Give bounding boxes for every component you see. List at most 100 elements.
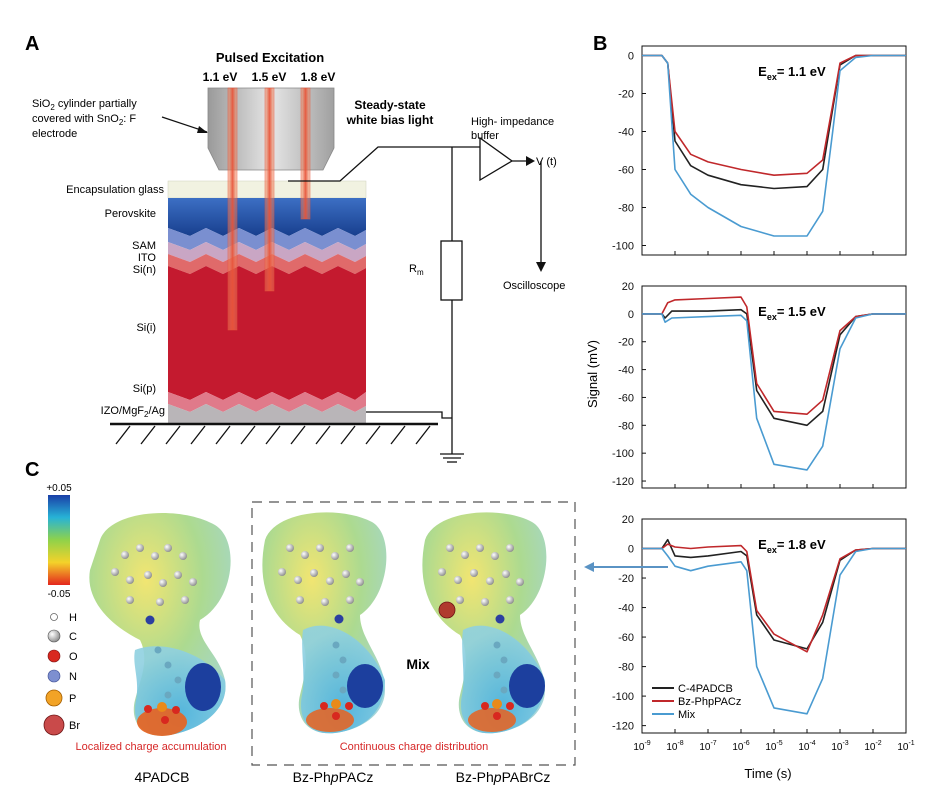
series-bz-phppacz xyxy=(642,54,906,176)
buffer-label: High- impedance xyxy=(471,116,554,128)
atom-o-label: O xyxy=(69,651,78,663)
series-bz-phppacz xyxy=(642,296,906,416)
legend: C-4PADCB Bz-PhpPACz Mix xyxy=(652,683,741,721)
atom-c-label: C xyxy=(69,631,77,643)
y-tick-label: 20 xyxy=(622,281,634,293)
colorbar-min: -0.05 xyxy=(48,589,71,600)
molecule-bzphppabrcz xyxy=(422,512,547,734)
bias-light-label-2: white bias light xyxy=(346,113,434,127)
y-tick-label: 20 xyxy=(622,514,634,526)
circuit xyxy=(288,136,542,463)
y-tick-label: -20 xyxy=(618,89,634,101)
panel-label-b: B xyxy=(593,33,607,55)
chart-title: Eex= 1.5 eV xyxy=(758,304,826,322)
cylinder-pointer-head xyxy=(197,126,208,133)
y-tick-label: -60 xyxy=(618,165,634,177)
series-mix xyxy=(642,54,906,237)
panel-a: A Pulsed Excitation 1.1 eV 1.5 eV 1.8 eV… xyxy=(25,33,565,463)
x-tick-label: 10-1 xyxy=(897,740,914,753)
ground-plane xyxy=(110,422,438,445)
x-tick-label: 10-8 xyxy=(666,740,683,753)
sio2-cylinder-label-3: electrode xyxy=(32,128,77,140)
x-tick-label: 10-5 xyxy=(765,740,782,753)
atom-legend: H C O N P Br xyxy=(43,612,80,736)
series-c-4padcb xyxy=(642,308,906,427)
y-tick-label: -40 xyxy=(618,603,634,615)
mix-group-box xyxy=(251,501,576,766)
atom-br-symbol xyxy=(43,714,65,736)
x-tick-label: 10-7 xyxy=(699,740,716,753)
layer-label-si-n: Si(n) xyxy=(133,264,156,276)
series-mix xyxy=(642,313,906,471)
molecule-4padcb xyxy=(89,513,231,736)
x-tick-label: 10-3 xyxy=(831,740,848,753)
y-tick-label: -40 xyxy=(618,127,634,139)
chart-title: Eex= 1.8 eV xyxy=(758,537,826,555)
y-tick-label: -20 xyxy=(618,573,634,585)
izo-mgf2-ag-layer xyxy=(168,404,366,424)
caption-localized: Localized charge accumulation xyxy=(75,741,226,753)
y-tick-label: -120 xyxy=(612,476,634,488)
sio2-cylinder-label: SiO2 cylinder partially xyxy=(32,98,137,112)
y-axis-label: Signal (mV) xyxy=(585,340,600,408)
layer-label-si-p: Si(p) xyxy=(133,383,156,395)
y-tick-label: -20 xyxy=(618,337,634,349)
mix-label: Mix xyxy=(406,656,430,672)
y-tick-label: -60 xyxy=(618,392,634,404)
si-i-layer xyxy=(168,266,366,400)
chart-1p5ev: 20 0 -20 -40 -60 -80 -100 -120 Eex= 1.5 eV xyxy=(612,281,907,489)
output-arrow-head xyxy=(526,156,535,166)
y-tick-label: -100 xyxy=(612,691,634,703)
x-tick-label: 10-2 xyxy=(864,740,881,753)
atom-c-symbol xyxy=(47,629,61,643)
atom-p-label: P xyxy=(69,693,76,705)
energy-label-1: 1.1 eV xyxy=(203,70,238,84)
atom-p-symbol xyxy=(45,689,63,707)
chart-title: Eex= 1.1 eV xyxy=(758,64,826,82)
series-mix xyxy=(642,547,906,715)
atom-h-symbol xyxy=(50,613,58,621)
series-bz-phppacz xyxy=(642,543,906,653)
y-tick-label: -100 xyxy=(612,241,634,253)
beam-1-8ev xyxy=(300,87,311,220)
vt-label: V (t) xyxy=(536,156,557,168)
y-tick-label: -80 xyxy=(618,420,634,432)
panel-b: B 0 -20 -40 -60 -80 -100 Eex= 1.1 eV 20 0 -20 -40… xyxy=(584,33,915,781)
layer-label-bottom: IZO/MgF2/Ag xyxy=(101,405,165,419)
panel-c: C +0.05 -0.05 H C O N P Br Mix xyxy=(25,459,576,785)
molecule-name-4padcb: 4PADCB xyxy=(135,769,190,785)
y-tick-label: -80 xyxy=(618,203,634,215)
link-arrow-head xyxy=(584,562,594,572)
si-p-layer xyxy=(168,392,366,412)
layer-label-ito: ITO xyxy=(138,252,157,264)
series-c-4padcb xyxy=(642,538,906,650)
atom-n-symbol xyxy=(47,669,61,683)
y-tick-label: 0 xyxy=(628,544,634,556)
y-tick-label: 0 xyxy=(628,309,634,321)
layer-label-si-i: Si(i) xyxy=(136,322,156,334)
panel-label-a: A xyxy=(25,33,39,55)
bias-light-label: Steady-state xyxy=(354,98,426,112)
molecule-name-bzphppacz: Bz-PhpPACz xyxy=(293,769,374,785)
layer-label-sam: SAM xyxy=(132,240,156,252)
y-tick-label: -80 xyxy=(618,662,634,674)
atom-h-label: H xyxy=(69,612,77,624)
x-axis-label: Time (s) xyxy=(744,766,791,781)
y-tick-label: -60 xyxy=(618,632,634,644)
y-tick-label: 0 xyxy=(628,51,634,63)
chart-1p1ev: 0 -20 -40 -60 -80 -100 Eex= 1.1 eV xyxy=(612,45,907,256)
x-tick-label: 10-9 xyxy=(633,740,650,753)
layer-label-perovskite: Perovskite xyxy=(105,208,156,220)
molecule-bzphppacz xyxy=(262,512,387,734)
buffer-label-2: buffer xyxy=(471,130,499,142)
beam-1-5ev xyxy=(264,87,275,292)
panel-label-c: C xyxy=(25,459,39,481)
atom-o-symbol xyxy=(47,649,61,663)
oscilloscope-label: Oscilloscope xyxy=(503,280,565,292)
sio2-cylinder-label-2: covered with SnO2: F xyxy=(32,113,136,127)
legend-label-c4padcb: C-4PADCB xyxy=(678,683,733,695)
oscilloscope-arrow-head xyxy=(536,262,546,272)
legend-label-mix: Mix xyxy=(678,709,696,721)
x-tick-label: 10-6 xyxy=(732,740,749,753)
